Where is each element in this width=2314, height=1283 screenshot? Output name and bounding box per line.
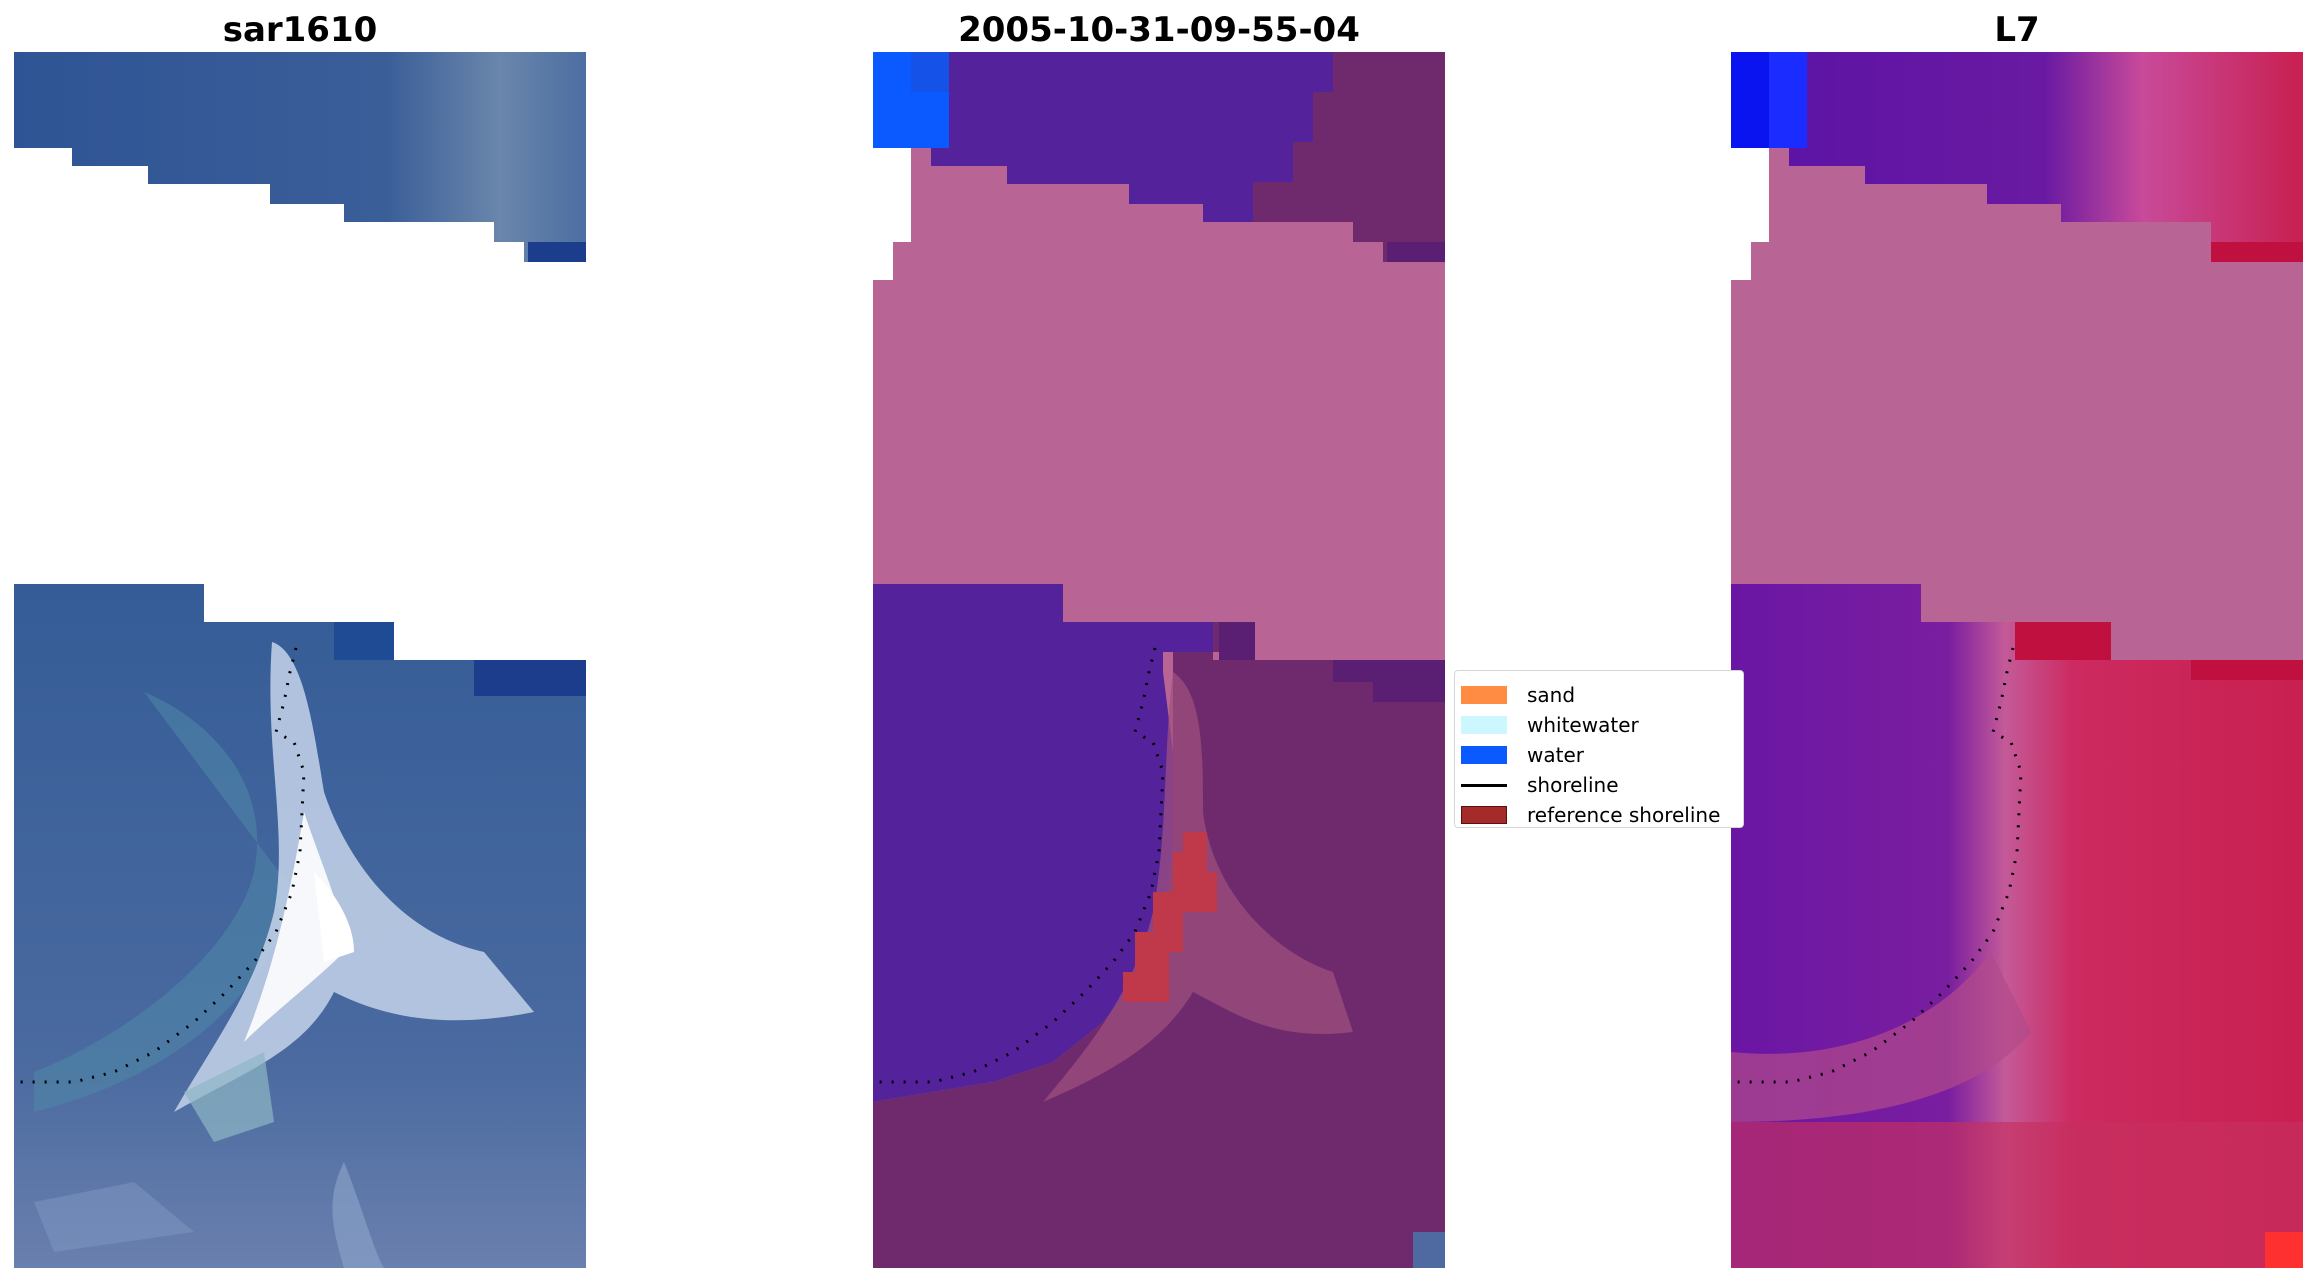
rgb-image-panel	[14, 52, 586, 1268]
index-image-panel	[1731, 52, 2303, 1268]
legend-label-shoreline: shoreline	[1527, 773, 1619, 797]
panel-title-rgb: sar1610	[222, 10, 378, 50]
reference-shoreline-swatch	[1461, 806, 1507, 824]
legend-item-shoreline: shoreline	[1461, 771, 1619, 799]
index-image	[1731, 52, 2303, 1268]
legend-label-reference-shoreline: reference shoreline	[1527, 803, 1721, 827]
sand-swatch	[1461, 686, 1507, 704]
panel-title-classified: 2005-10-31-09-55-04	[958, 10, 1360, 50]
classified-overlay	[873, 52, 1445, 1268]
shoreline-line-swatch	[1461, 783, 1507, 787]
whitewater-swatch	[1461, 716, 1507, 734]
legend-item-sand: sand	[1461, 681, 1575, 709]
legend-item-reference-shoreline: reference shoreline	[1461, 801, 1720, 829]
rgb-image	[14, 52, 586, 1268]
legend-item-water: water	[1461, 741, 1584, 769]
legend-label-water: water	[1527, 743, 1584, 767]
legend-label-whitewater: whitewater	[1527, 713, 1639, 737]
legend-label-sand: sand	[1527, 683, 1576, 707]
legend-item-whitewater: whitewater	[1461, 711, 1639, 739]
water-swatch	[1461, 746, 1507, 764]
legend: sand whitewater water shoreline referenc…	[1454, 670, 1744, 828]
classified-overlay-panel	[873, 52, 1445, 1268]
panel-title-index: L7	[1994, 10, 2040, 50]
